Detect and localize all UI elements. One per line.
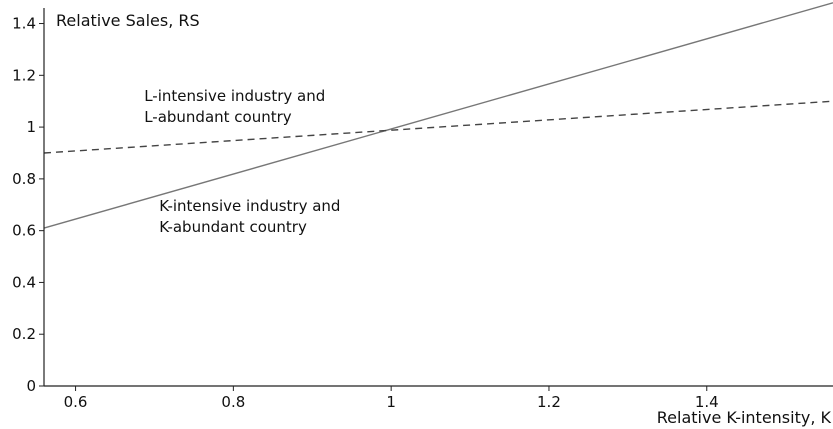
- y-tick-label: 0: [26, 377, 36, 395]
- annotation-line: L-abundant country: [144, 108, 292, 126]
- y-tick-label: 1.4: [12, 15, 36, 33]
- x-axis-title: Relative K-intensity, K: [657, 408, 832, 427]
- y-tick-label: 0.4: [12, 273, 36, 291]
- x-tick-label: 0.8: [221, 393, 245, 411]
- annotation-line: K-intensive industry and: [159, 197, 340, 215]
- y-tick-label: 1.2: [12, 66, 36, 84]
- annotation-l: L-intensive industry and L-abundant count…: [144, 87, 325, 126]
- annotation-k: K-intensive industry and K-abundant count…: [159, 197, 340, 236]
- y-tick-label: 0.8: [12, 170, 36, 188]
- annotations: L-intensive industry and L-abundant count…: [144, 87, 340, 236]
- plot-lines: [43, 2, 833, 229]
- annotation-line: K-abundant country: [159, 218, 307, 236]
- x-tick-label: 1.4: [695, 393, 719, 411]
- annotation-line: L-intensive industry and: [144, 87, 325, 105]
- y-tick-label: 1: [26, 118, 36, 136]
- x-tick-label: 0.6: [64, 393, 88, 411]
- x-tick-label: 1.2: [537, 393, 561, 411]
- y-tick-label: 0.2: [12, 325, 36, 343]
- y-tick-label: 0.6: [12, 222, 36, 240]
- x-tick-label: 1: [386, 393, 396, 411]
- series-line-solid: [43, 2, 833, 229]
- x-ticks: 0.6 0.8 1 1.2 1.4: [64, 386, 719, 411]
- y-axis-title: Relative Sales, RS: [56, 11, 200, 30]
- y-ticks: 0 0.2 0.4 0.6 0.8 1 1.2 1.4: [12, 15, 44, 395]
